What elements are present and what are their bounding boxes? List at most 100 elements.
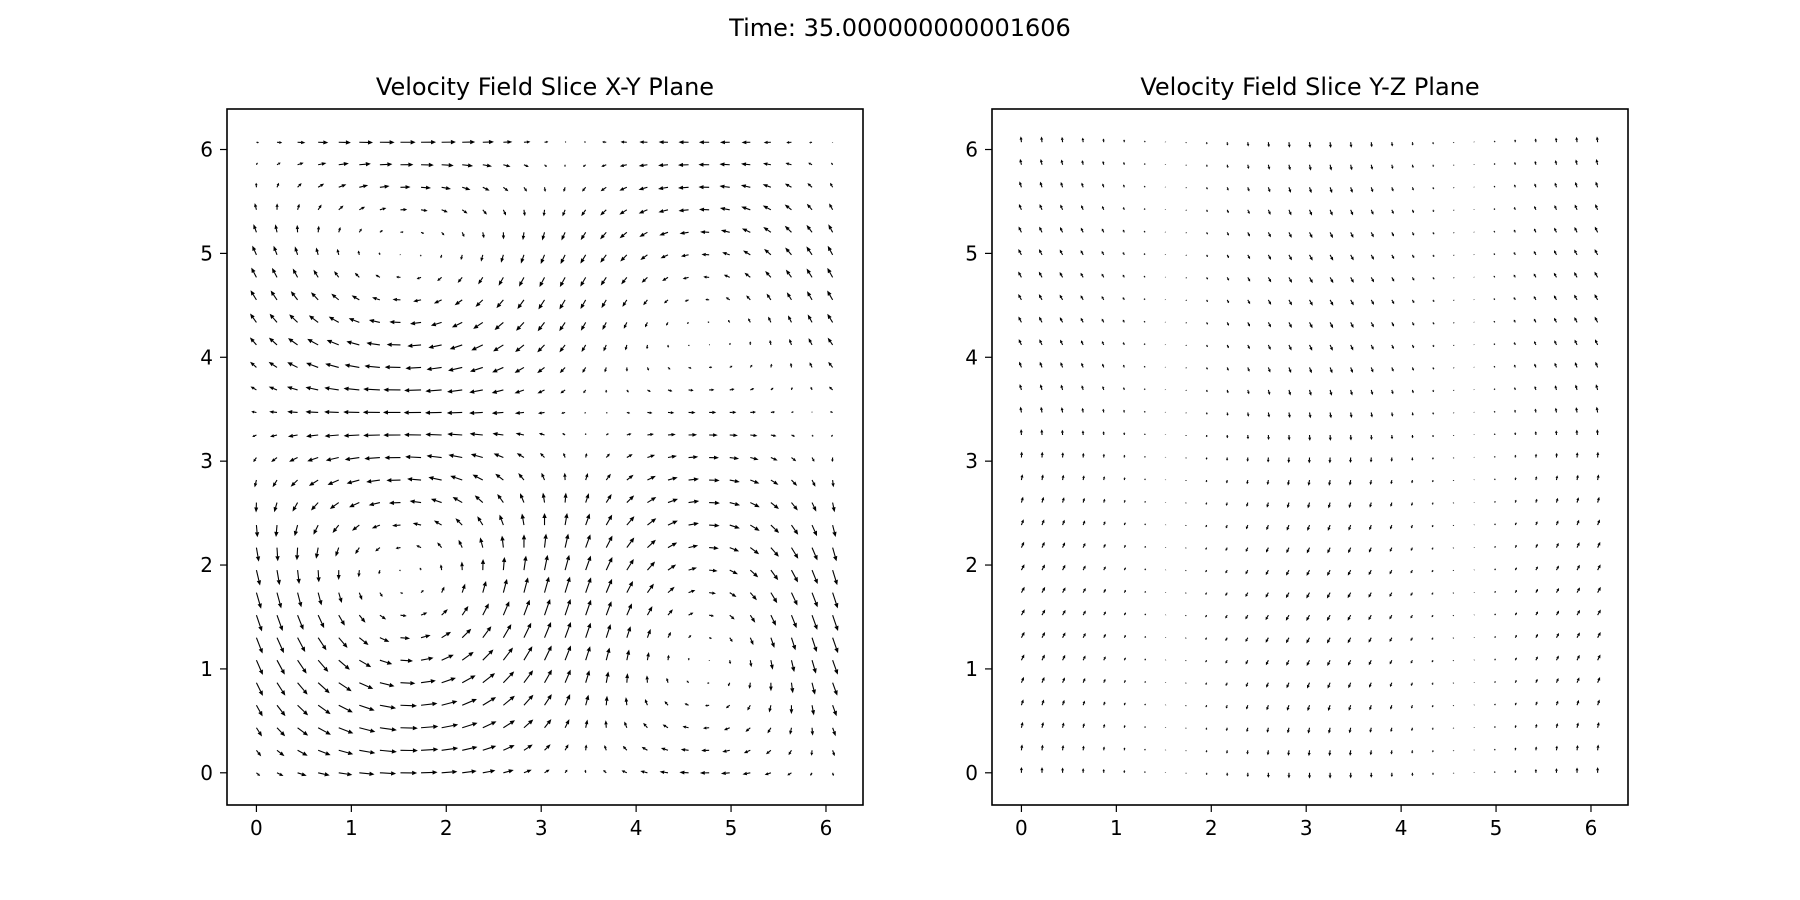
xy-plane-arrow — [297, 749, 308, 756]
xy-plane-arrow — [421, 747, 439, 752]
yz-plane-ytick-label: 2 — [965, 553, 978, 577]
yz-plane-arrow — [1265, 592, 1269, 598]
yz-plane-arrow — [1247, 254, 1251, 260]
xy-plane-arrow — [603, 344, 607, 352]
yz-plane-arrow — [1370, 209, 1374, 215]
yz-plane-arrow — [1246, 164, 1250, 170]
yz-plane-arrow — [1018, 203, 1022, 211]
xy-plane-arrow — [297, 659, 307, 674]
yz-plane-arrow — [1411, 254, 1415, 259]
xy-plane-arrow — [379, 592, 383, 597]
xy-plane-arrow — [707, 321, 710, 324]
yz-plane-arrow — [1266, 502, 1270, 508]
xy-plane-arrow — [583, 389, 587, 394]
yz-plane-arrow — [1082, 610, 1086, 616]
yz-plane-arrow — [1514, 522, 1517, 526]
xy-plane-arrow — [605, 514, 613, 526]
xy-plane-arrow — [626, 389, 629, 393]
yz-plane-arrow — [1432, 389, 1435, 393]
yz-plane-arrow — [1267, 232, 1271, 238]
xy-plane-arrow — [420, 701, 438, 707]
xy-plane-arrow — [784, 183, 792, 188]
xy-plane-arrow — [276, 637, 284, 654]
yz-plane-arrow — [1576, 632, 1580, 638]
yz-plane-arrow — [1185, 659, 1187, 662]
yz-plane-arrow — [1309, 254, 1313, 261]
xy-plane-arrow — [297, 183, 302, 188]
xy-plane-arrow — [314, 547, 320, 559]
xy-plane-arrow — [605, 557, 613, 571]
xy-plane-arrow — [379, 184, 390, 189]
yz-plane-arrow — [1286, 569, 1290, 576]
yz-plane-arrow — [1368, 637, 1372, 643]
xy-plane-arrow — [501, 556, 507, 571]
xy-plane-arrow — [585, 599, 592, 616]
yz-plane-arrow — [1350, 299, 1354, 306]
xy-plane-arrow — [564, 769, 568, 774]
yz-plane-arrow — [1019, 136, 1023, 143]
yz-plane-arrow — [1041, 541, 1045, 548]
xy-plane-arrow — [253, 224, 257, 233]
xy-plane-arrow — [605, 433, 609, 436]
xy-plane-arrow — [832, 727, 836, 737]
xy-plane-arrow — [276, 614, 284, 632]
xy-plane-arrow — [541, 472, 546, 481]
yz-plane-arrow — [1144, 703, 1147, 706]
xy-plane-arrow — [499, 514, 504, 526]
yz-plane-arrow — [1246, 142, 1250, 147]
xy-plane-arrow — [584, 433, 587, 436]
yz-plane-arrow — [1533, 273, 1537, 278]
yz-plane-arrow — [1246, 479, 1249, 485]
yz-plane-arrow — [1473, 479, 1476, 481]
yz-plane-arrow — [1348, 705, 1352, 711]
xy-plane-arrow — [359, 771, 375, 777]
yz-plane-arrow — [1391, 344, 1394, 350]
xy-plane-arrow — [473, 321, 484, 329]
yz-plane-arrow — [1370, 164, 1374, 170]
yz-plane-arrow — [1267, 254, 1272, 260]
xy-plane-arrow — [770, 614, 776, 626]
yz-plane-title: Velocity Field Slice Y-Z Plane — [1140, 73, 1479, 101]
xy-plane-arrow — [831, 162, 834, 166]
xy-plane-arrow — [409, 499, 422, 504]
xy-plane-arrow — [828, 224, 834, 233]
xy-plane-arrow — [741, 206, 751, 211]
yz-plane-arrow — [1246, 727, 1249, 733]
xy-plane-arrow — [268, 361, 278, 368]
yz-plane-arrow — [1350, 344, 1354, 351]
xy-plane-arrow — [601, 299, 607, 309]
yz-plane-arrow — [1307, 524, 1311, 531]
xy-plane-arrow — [624, 344, 628, 351]
yz-plane-arrow — [1473, 366, 1475, 368]
xy-plane-arrow — [359, 727, 376, 733]
xy-plane-arrow — [482, 649, 494, 661]
xy-plane-arrow — [379, 230, 383, 233]
yz-plane-arrow — [1389, 705, 1393, 710]
yz-plane-arrow — [1019, 384, 1023, 391]
yz-plane-arrow — [1040, 474, 1044, 481]
yz-plane-arrow — [1411, 750, 1414, 754]
yz-plane-arrow — [1041, 654, 1045, 661]
yz-plane-arrow — [1020, 451, 1024, 458]
yz-plane-arrow — [1247, 389, 1250, 395]
yz-plane-arrow — [1285, 592, 1290, 599]
yz-plane-arrow — [1225, 502, 1228, 506]
xy-plane-arrow — [678, 208, 689, 213]
yz-plane-arrow — [1410, 727, 1414, 732]
yz-plane-arrow — [1452, 434, 1455, 436]
yz-plane-arrow — [1206, 209, 1209, 212]
yz-plane-arrow — [1327, 502, 1331, 509]
yz-plane-arrow — [1122, 342, 1125, 346]
xy-plane-arrow — [270, 290, 278, 301]
xy-plane-arrow — [688, 499, 700, 504]
xy-plane-arrow — [769, 682, 773, 692]
xy-plane-arrow — [605, 535, 613, 548]
xy-plane-arrow — [626, 495, 635, 503]
yz-plane-arrow — [1327, 705, 1331, 712]
yz-plane-arrow — [1326, 592, 1331, 599]
yz-plane-arrow — [1061, 767, 1065, 773]
yz-plane-arrow — [1307, 457, 1311, 464]
xy-plane-arrow — [719, 162, 730, 167]
yz-plane-arrow — [1513, 319, 1516, 323]
